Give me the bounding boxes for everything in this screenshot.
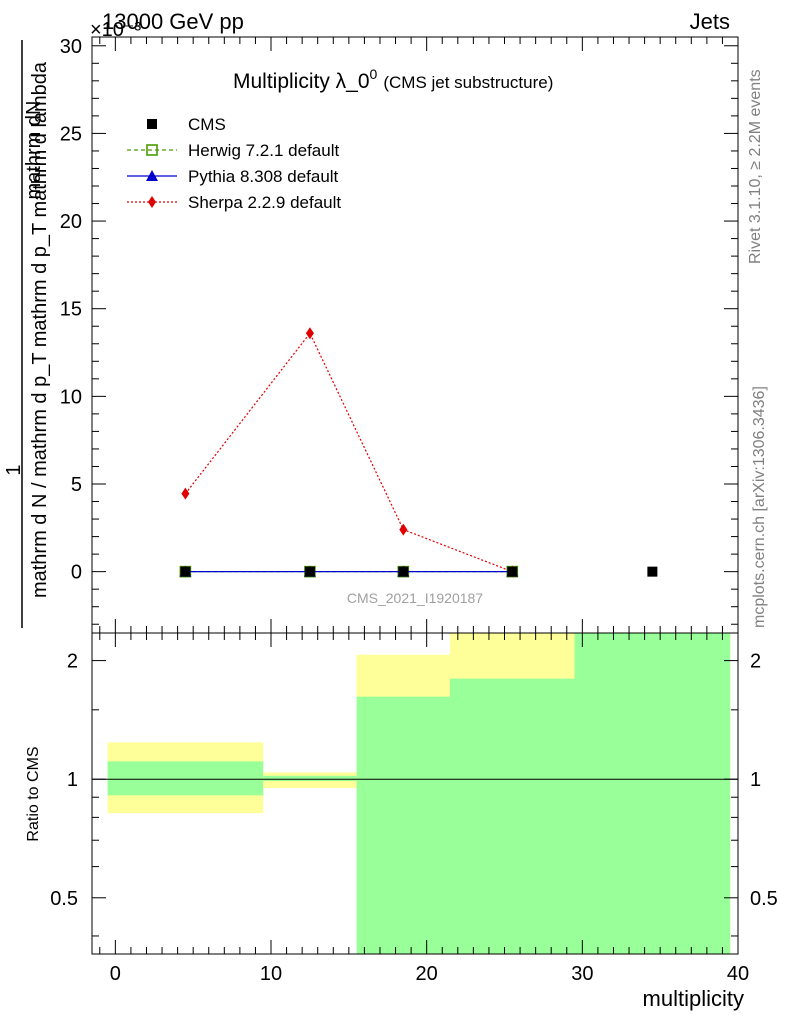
rivet-label: Rivet 3.1.10, ≥ 2.2M events	[747, 69, 764, 264]
x-axis-title: multiplicity	[643, 986, 744, 1011]
sherpa-point	[305, 327, 314, 340]
ratio-plot-panel: 0.5 0.5 1 1 2 2 0 10 20 30 40 Ratio to CMS multip…	[25, 632, 778, 1011]
x-tick-label: 30	[571, 963, 593, 985]
ratio-inner-band	[107, 761, 264, 796]
legend-marker-herwig	[146, 144, 158, 156]
cms-point	[398, 566, 409, 577]
x-tick-label: 10	[260, 963, 282, 985]
legend-marker-pythia	[146, 170, 158, 181]
legend-marker-sherpa	[148, 196, 156, 208]
main-y-tick-label: 0	[71, 562, 82, 584]
ratio-y-tick-label: 1	[67, 769, 78, 791]
ratio-y-axis-title: Ratio to CMS	[25, 746, 42, 841]
y-exponent-label: ×10⁻³	[90, 19, 141, 41]
main-y-tick-label: 25	[60, 123, 82, 145]
cms-point	[180, 566, 191, 577]
main-y-tick-label: 5	[71, 474, 82, 496]
cms-point	[304, 566, 315, 577]
sherpa-point	[399, 523, 408, 536]
y-title-prefix: 1	[3, 464, 25, 475]
cms-point	[507, 566, 518, 577]
x-tick-label: 20	[416, 963, 438, 985]
ratio-y-tick-label: 0.5	[50, 888, 78, 910]
legend-label-cms: CMS	[188, 115, 226, 134]
ratio-y-tick-label-right: 0.5	[750, 888, 778, 910]
ratio-inner-band	[356, 696, 451, 954]
x-tick-label: 40	[727, 963, 749, 985]
legend: CMS Herwig 7.2.1 default Pythia 8.308 defa…	[127, 115, 341, 212]
y-title-denominator: mathrm d N / mathrm d p_T mathrm d p_T m…	[29, 61, 51, 598]
main-y-tick-label: 20	[60, 211, 82, 233]
legend-label-pythia: Pythia 8.308 default	[188, 167, 339, 186]
mcplots-label: mcplots.cern.ch [arXiv:1306.3436]	[751, 386, 768, 628]
plot-title: Multiplicity λ_00 (CMS jet substructure)	[233, 66, 553, 93]
main-y-tick-label: 10	[60, 386, 82, 408]
legend-marker-cms	[147, 119, 157, 129]
legend-label-sherpa: Sherpa 2.2.9 default	[188, 193, 341, 212]
sherpa-point	[181, 487, 190, 500]
ratio-inner-band	[574, 633, 731, 954]
legend-label-herwig: Herwig 7.2.1 default	[188, 141, 339, 160]
ratio-y-tick-label: 2	[67, 651, 78, 673]
analysis-watermark: CMS_2021_I1920187	[347, 590, 483, 606]
ratio-plot-frame	[91, 632, 739, 955]
main-plot-panel: 0 5 10 15 20 25 30 Multiplicity λ_00 (CMS jet s…	[60, 36, 739, 634]
sherpa-line	[184, 332, 513, 573]
main-y-tick-label: 30	[60, 36, 82, 58]
ratio-y-tick-label-right: 1	[750, 769, 761, 791]
main-y-tick-label: 15	[60, 299, 82, 321]
ratio-inner-band	[450, 678, 575, 954]
ratio-y-tick-label-right: 2	[750, 651, 761, 673]
cms-point	[647, 566, 658, 577]
energy-label: 13000 GeV pp	[102, 9, 244, 34]
x-tick-label: 0	[110, 963, 121, 985]
y-title-numerator: mathrm dN	[23, 101, 45, 200]
main-y-axis-title: 1 mathrm dN mathrm d N / mathrm d p_T ma…	[3, 40, 51, 628]
ratio-inner-band	[263, 775, 357, 781]
process-label: Jets	[690, 9, 730, 34]
